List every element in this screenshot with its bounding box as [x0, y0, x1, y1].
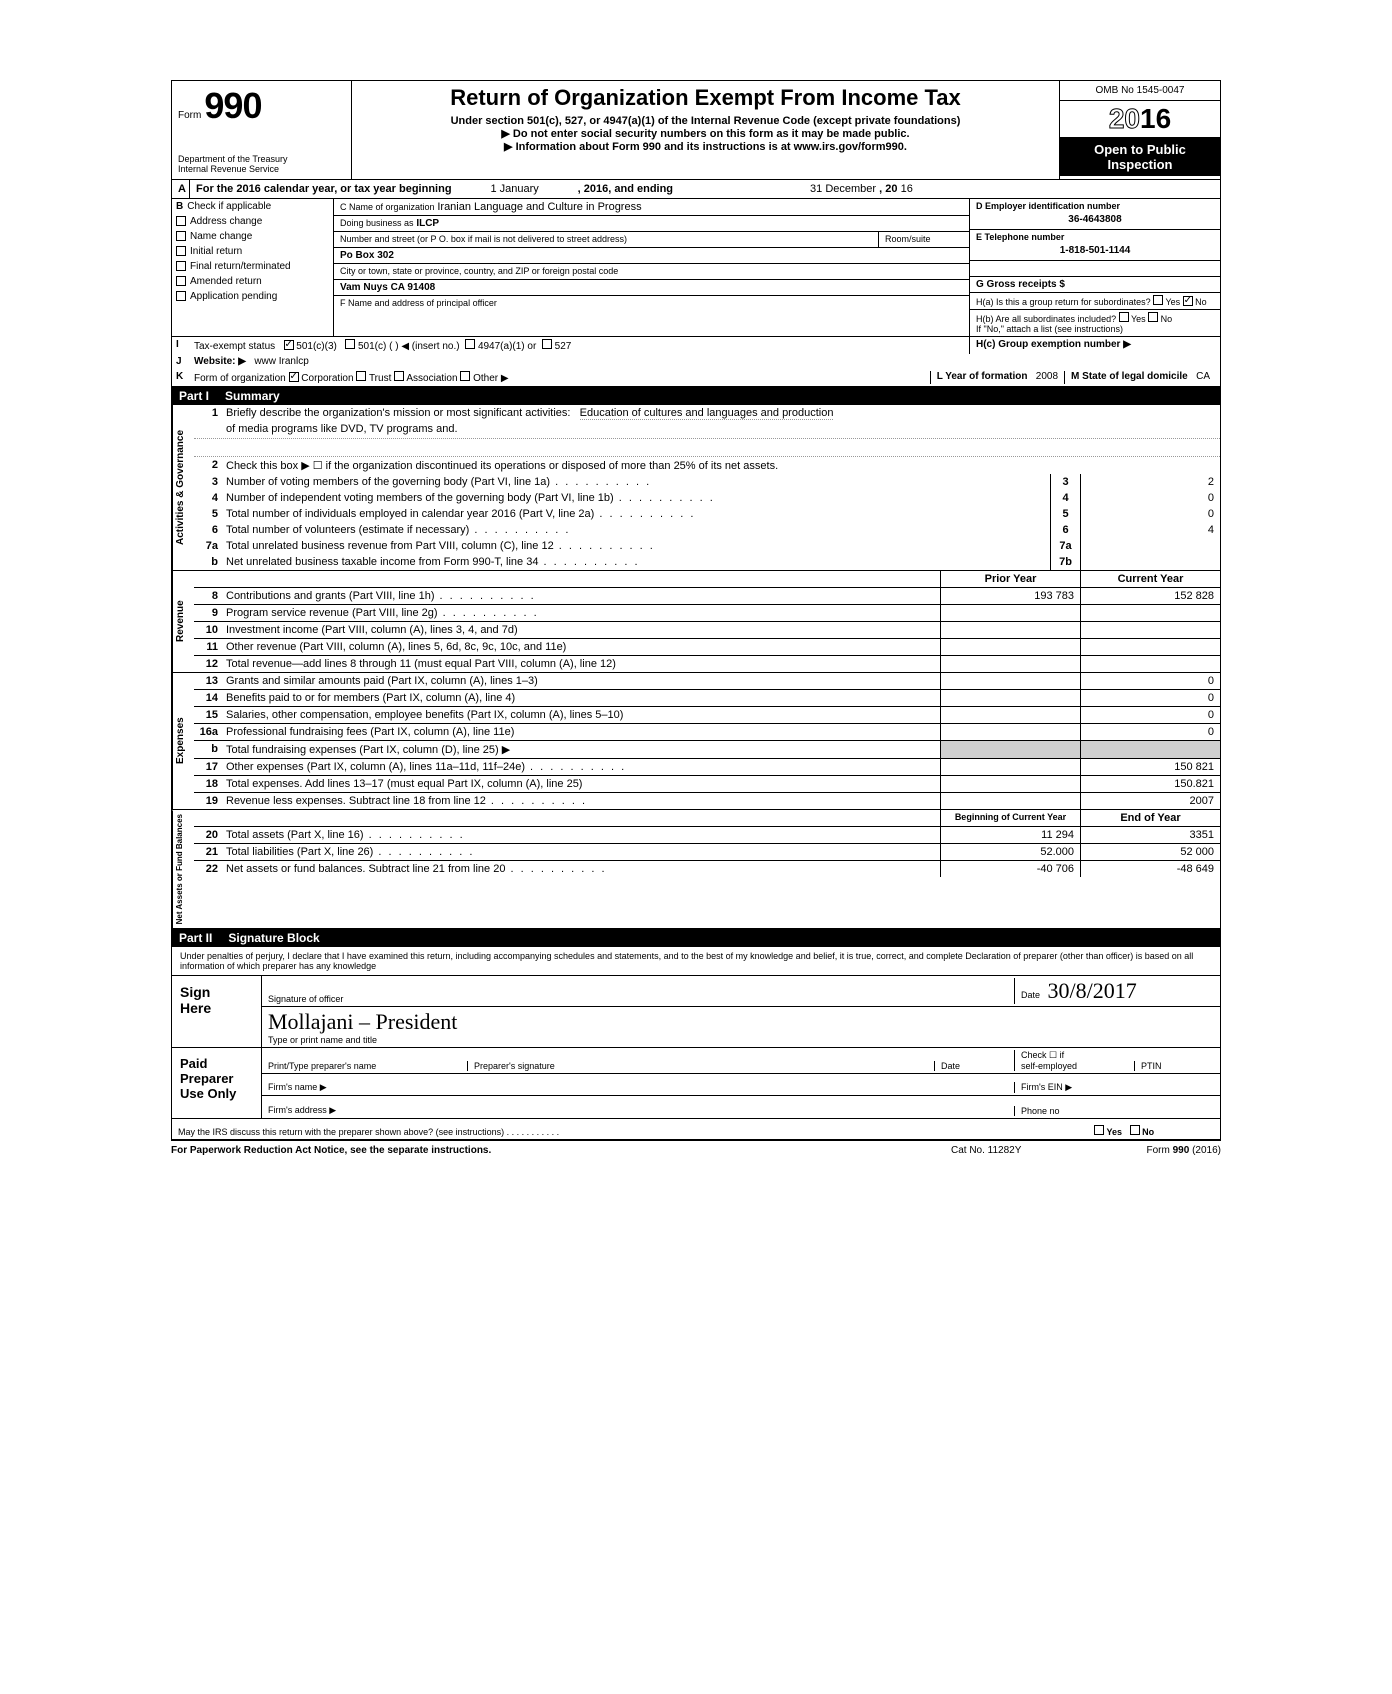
section-revenue: Revenue Prior YearCurrent Year 8Contribu… — [171, 571, 1221, 673]
side-label-expenses: Expenses — [172, 673, 194, 809]
checkbox-address-change[interactable] — [176, 216, 186, 226]
subtitle-2: ▶ Do not enter social security numbers o… — [358, 127, 1053, 140]
dept-irs: Internal Revenue Service — [178, 165, 345, 175]
header-left: Form 990 Department of the Treasury Inte… — [172, 81, 352, 179]
ein: 36-4643808 — [976, 212, 1214, 227]
dba: ILCP — [416, 218, 439, 229]
checkbox-initial-return[interactable] — [176, 246, 186, 256]
checkbox-final-return[interactable] — [176, 261, 186, 271]
street-address: Po Box 302 — [340, 250, 394, 261]
signature-block: Under penalties of perjury, I declare th… — [171, 947, 1221, 1141]
begin-line-22: -40 706 — [940, 861, 1080, 877]
tax-year: 2016 — [1060, 101, 1220, 138]
form-label: Form — [178, 110, 201, 121]
col-c: C Name of organization Iranian Language … — [334, 199, 1220, 336]
side-label-revenue: Revenue — [172, 571, 194, 672]
part-2-header: Part II Signature Block — [171, 929, 1221, 947]
row-a: A For the 2016 calendar year, or tax yea… — [171, 180, 1221, 199]
section-net-assets: Net Assets or Fund Balances Beginning of… — [171, 810, 1221, 929]
end-line-21: 52 000 — [1080, 844, 1220, 860]
row-k: K Form of organization Corporation Trust… — [171, 369, 1221, 387]
form-990-page: Form 990 Department of the Treasury Inte… — [171, 80, 1221, 1156]
end-line-20: 3351 — [1080, 827, 1220, 843]
begin-line-21: 52.000 — [940, 844, 1080, 860]
checkbox-amended[interactable] — [176, 276, 186, 286]
side-label-net: Net Assets or Fund Balances — [172, 810, 194, 928]
current-line-17: 150 821 — [1080, 759, 1220, 775]
form-number: 990 — [204, 85, 261, 126]
open-inspection: Open to Public Inspection — [1060, 138, 1220, 176]
section-governance: Activities & Governance 1Briefly describ… — [171, 405, 1221, 571]
side-label-governance: Activities & Governance — [172, 405, 194, 570]
label-a: A — [172, 180, 190, 198]
form-title: Return of Organization Exempt From Incom… — [358, 85, 1053, 111]
mission-text: Education of cultures and languages and … — [580, 407, 834, 420]
state-domicile: CA — [1196, 371, 1210, 382]
form-header: Form 990 Department of the Treasury Inte… — [171, 80, 1221, 180]
col-b: B Check if applicable Address change Nam… — [172, 199, 334, 336]
val-line-3: 2 — [1080, 474, 1220, 490]
website: www Iranlcp — [254, 356, 308, 367]
subtitle-3: ▶ Information about Form 990 and its ins… — [358, 140, 1053, 153]
row-i: I Tax-exempt status 501(c)(3) 501(c) ( )… — [171, 337, 1221, 354]
checkbox-501c3[interactable] — [284, 340, 294, 350]
current-line-18: 150.821 — [1080, 776, 1220, 792]
omb-number: OMB No 1545-0047 — [1060, 81, 1220, 101]
perjury-statement: Under penalties of perjury, I declare th… — [172, 947, 1220, 975]
header-right: OMB No 1545-0047 2016 Open to Public Ins… — [1060, 81, 1220, 179]
subtitle-1: Under section 501(c), 527, or 4947(a)(1)… — [358, 115, 1053, 127]
checkbox-pending[interactable] — [176, 291, 186, 301]
officer-signature: Mollajani – President — [268, 1009, 457, 1034]
begin-line-20: 11 294 — [940, 827, 1080, 843]
pra-notice: For Paperwork Reduction Act Notice, see … — [171, 1145, 951, 1156]
sign-here-label: Sign Here — [172, 976, 262, 1047]
page-footer: For Paperwork Reduction Act Notice, see … — [171, 1141, 1221, 1156]
paid-preparer-label: Paid Preparer Use Only — [172, 1048, 262, 1118]
signature-date: 30/8/2017 — [1048, 978, 1137, 1003]
end-line-22: -48 649 — [1080, 861, 1220, 877]
org-name: Iranian Language and Culture in Progress — [437, 201, 641, 213]
val-line-6: 4 — [1080, 522, 1220, 538]
part-1-header: Part I Summary — [171, 387, 1221, 405]
phone: 1-818-501-1144 — [976, 243, 1214, 258]
row-j: J Website: ▶ www Iranlcp — [171, 354, 1221, 369]
checkbox-name-change[interactable] — [176, 231, 186, 241]
city-state-zip: Vam Nuys CA 91408 — [340, 282, 435, 293]
val-line-5: 0 — [1080, 506, 1220, 522]
val-line-4: 0 — [1080, 490, 1220, 506]
header-mid: Return of Organization Exempt From Incom… — [352, 81, 1060, 179]
main-grid: B Check if applicable Address change Nam… — [171, 199, 1221, 337]
prior-line-8: 193 783 — [940, 588, 1080, 604]
cat-number: Cat No. 11282Y — [951, 1145, 1101, 1156]
section-expenses: Expenses 13Grants and similar amounts pa… — [171, 673, 1221, 810]
gross-receipts-label: G Gross receipts $ — [976, 279, 1065, 290]
year-formation: 2008 — [1036, 371, 1058, 382]
current-line-8: 152 828 — [1080, 588, 1220, 604]
current-line-19: 2007 — [1080, 793, 1220, 809]
